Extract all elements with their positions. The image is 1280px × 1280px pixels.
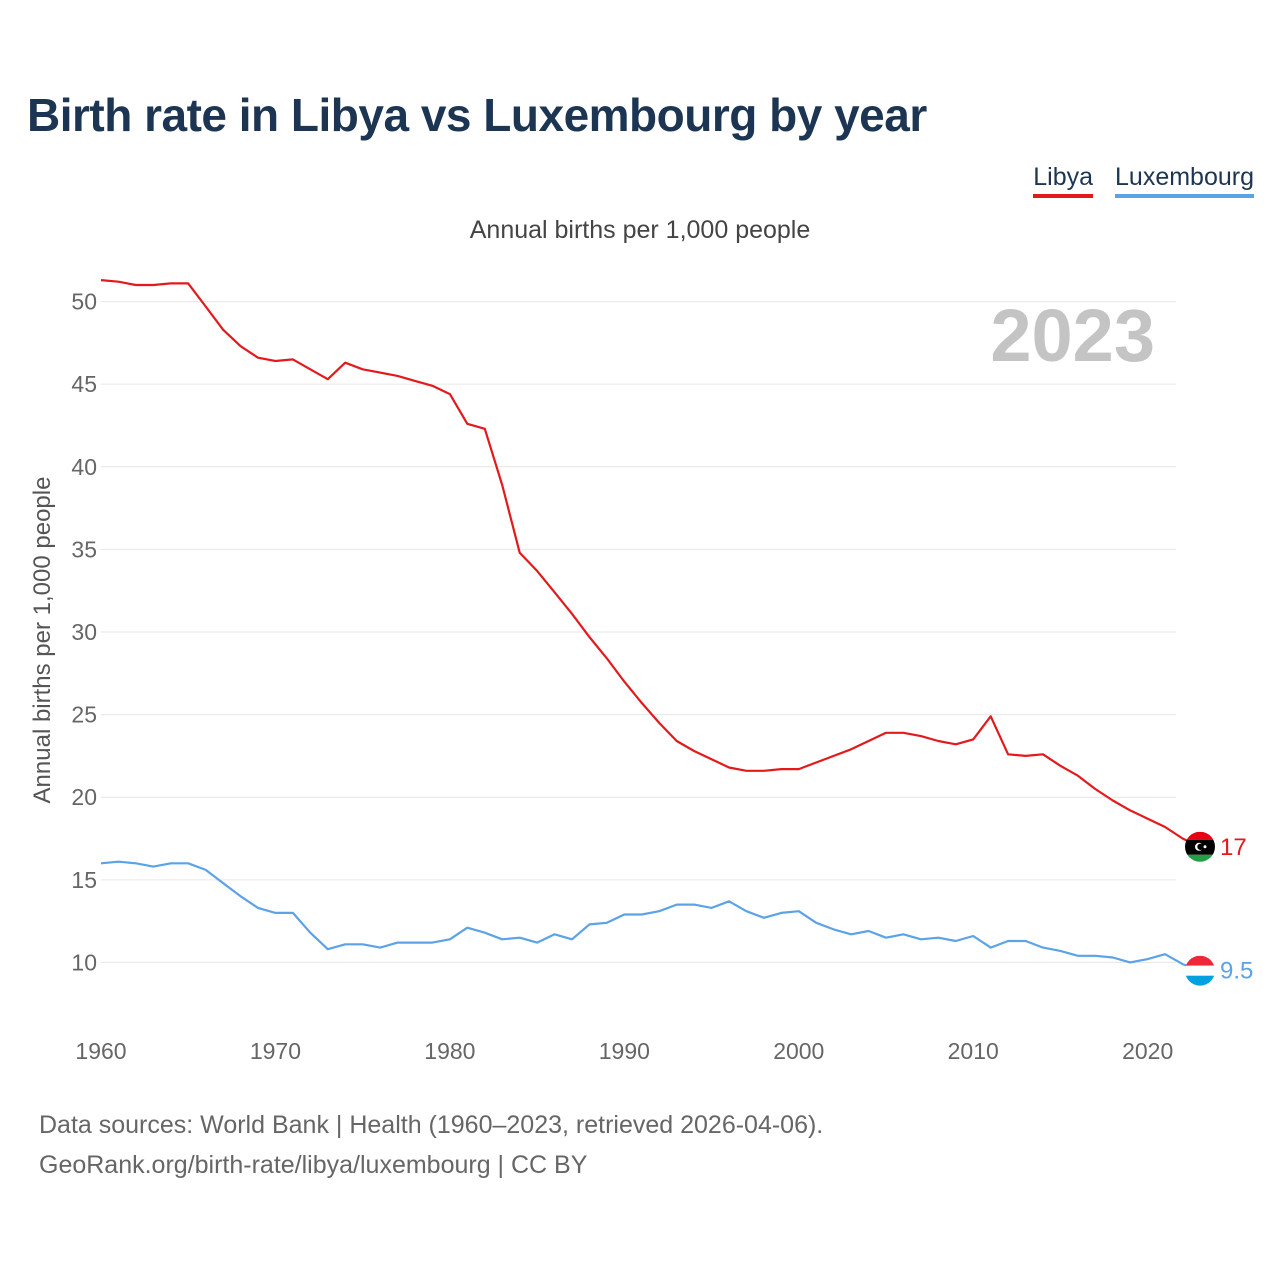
y-tick-label-45: 45 — [71, 371, 97, 397]
legend: Libya Luxembourg — [1033, 163, 1254, 198]
x-tick-label-1960: 1960 — [75, 1038, 126, 1064]
flag-icon-libya — [1185, 831, 1215, 862]
x-axis-ticks: 1960 1970 1980 1990 2000 2010 2020 — [75, 1038, 1173, 1064]
x-tick-label-1980: 1980 — [424, 1038, 475, 1064]
y-tick-label-50: 50 — [71, 289, 97, 315]
x-tick-label-1970: 1970 — [250, 1038, 301, 1064]
y-axis-title: Annual births per 1,000 people — [29, 477, 56, 804]
legend-item-luxembourg[interactable]: Luxembourg — [1115, 163, 1254, 198]
flag-icon-luxembourg — [1185, 955, 1215, 986]
x-tick-label-1990: 1990 — [599, 1038, 650, 1064]
footer-link[interactable]: GeoRank.org/birth-rate/libya/luxembourg … — [39, 1151, 588, 1179]
footer: Data sources: World Bank | Health (1960–… — [39, 1105, 823, 1185]
end-value-label-luxembourg: 9.5 — [1220, 958, 1253, 985]
end-markers: 179.5 — [1185, 831, 1253, 986]
y-tick-label-20: 20 — [71, 784, 97, 810]
y-tick-label-10: 10 — [71, 949, 97, 975]
x-tick-label-2010: 2010 — [948, 1038, 999, 1064]
y-axis-ticks: 10 15 20 25 30 35 40 45 50 — [71, 289, 97, 976]
series-line-libya — [100, 279, 1201, 848]
series-lines — [100, 279, 1201, 972]
y-tick-label-30: 30 — [71, 619, 97, 645]
chart-title: Birth rate in Libya vs Luxembourg by yea… — [27, 89, 927, 141]
footer-sources: Data sources: World Bank | Health (1960–… — [39, 1111, 824, 1139]
y-tick-label-15: 15 — [71, 867, 97, 893]
legend-item-libya[interactable]: Libya — [1033, 163, 1094, 198]
chart-subtitle: Annual births per 1,000 people — [469, 216, 811, 244]
y-tick-label-35: 35 — [71, 536, 97, 562]
x-tick-label-2020: 2020 — [1122, 1038, 1173, 1064]
gridlines — [101, 301, 1176, 963]
y-tick-label-40: 40 — [71, 454, 97, 480]
line-chart: 10 15 20 25 30 35 40 45 50 1960 1970 1980 1990 2000 2… — [29, 279, 1253, 1064]
x-tick-label-2000: 2000 — [773, 1038, 824, 1064]
y-tick-label-25: 25 — [71, 702, 97, 728]
year-watermark: 2023 — [990, 294, 1155, 377]
end-value-label-libya: 17 — [1220, 834, 1247, 861]
series-line-luxembourg — [100, 860, 1201, 972]
